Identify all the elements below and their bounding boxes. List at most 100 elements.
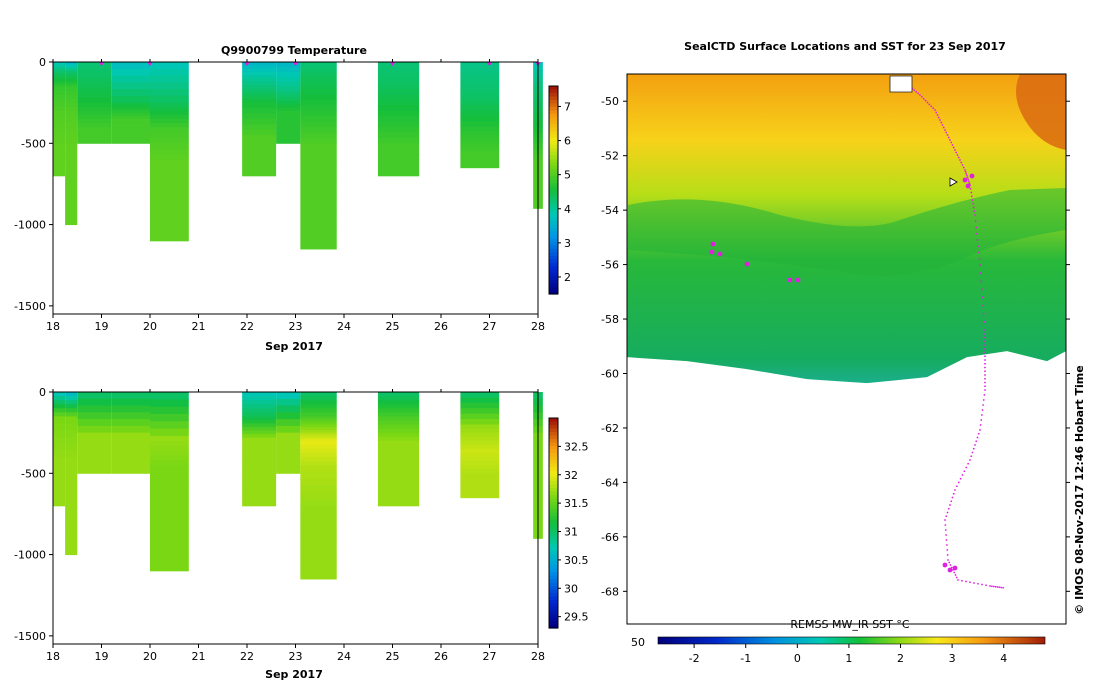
profile-cell xyxy=(150,518,189,537)
sst-colorbar-fill xyxy=(657,636,1046,645)
profile-cell xyxy=(150,213,189,228)
colorbar-tick-label: -1 xyxy=(740,652,751,665)
profile-cell xyxy=(460,83,500,90)
track-point xyxy=(924,99,927,102)
x-tick-label: 21 xyxy=(192,650,206,663)
surface-location xyxy=(969,173,975,179)
colorbar-step xyxy=(549,505,558,510)
profile-cell xyxy=(150,392,189,400)
colorbar-step xyxy=(549,92,558,97)
colorbar-step xyxy=(549,165,558,170)
profile-cell xyxy=(460,151,500,155)
colorbar-step xyxy=(549,255,558,260)
profile-cell xyxy=(77,92,112,98)
profile-cell xyxy=(65,121,78,128)
track-point xyxy=(945,544,948,546)
profile-cell xyxy=(460,164,500,169)
temperature-title: Q9900799 Temperature xyxy=(221,44,367,57)
profile-cell xyxy=(111,425,150,434)
profile-cell xyxy=(53,81,66,85)
track-point xyxy=(944,129,946,131)
profile-cell xyxy=(65,416,78,424)
profile-cell xyxy=(377,143,420,150)
track-point xyxy=(982,404,985,406)
profile-cell xyxy=(377,428,420,434)
track-point xyxy=(982,304,985,307)
profile-cell xyxy=(460,481,500,486)
colorbar-step xyxy=(549,248,558,253)
profile-cell xyxy=(53,62,66,65)
track-point xyxy=(977,245,980,248)
profile-cell xyxy=(242,75,277,79)
profile-cell xyxy=(377,105,420,112)
x-tick-label: 21 xyxy=(192,320,206,333)
profile-cell xyxy=(377,159,420,166)
profile-cell xyxy=(65,505,78,523)
colorbar-step xyxy=(549,252,558,257)
profile-cell xyxy=(300,457,337,462)
colorbar-step xyxy=(549,512,558,517)
y-tick-label: -1500 xyxy=(14,300,46,313)
profile-cell xyxy=(150,118,189,124)
colorbar-step xyxy=(549,432,558,437)
temperature-plot-area xyxy=(53,62,543,250)
colorbar-step xyxy=(549,453,558,458)
profile-cell xyxy=(65,98,78,104)
profile-cell xyxy=(65,81,78,85)
colorbar-step xyxy=(549,131,558,136)
profile-cell xyxy=(276,412,301,420)
profile-cell xyxy=(300,465,337,473)
profile-cell xyxy=(150,450,189,456)
track-point xyxy=(947,136,950,139)
profile-cell xyxy=(65,63,78,66)
profile-cell xyxy=(53,74,66,78)
colorbar-step xyxy=(549,467,558,472)
surface-location xyxy=(744,261,750,267)
profile-cell xyxy=(77,419,112,427)
track-point xyxy=(964,170,967,173)
track-point xyxy=(951,144,954,146)
profile-cell xyxy=(276,419,301,427)
profile-cell xyxy=(53,90,66,96)
profile-cell xyxy=(377,396,420,401)
colorbar-step xyxy=(549,113,558,118)
profile-cell xyxy=(377,451,420,463)
profile-cell xyxy=(53,400,66,405)
profile-cell xyxy=(150,159,189,174)
profile-cell xyxy=(65,443,78,451)
profile-cell xyxy=(377,137,420,144)
profile-cell xyxy=(300,178,337,197)
track-point xyxy=(940,121,943,124)
profile-cell xyxy=(276,86,301,92)
colorbar-step xyxy=(549,582,558,587)
colorbar-step xyxy=(549,425,558,430)
profile-cell xyxy=(300,127,337,133)
profile-cell xyxy=(300,89,337,96)
y-tick-label: 0 xyxy=(39,56,46,69)
surface-location xyxy=(709,249,715,255)
colorbar-tick-label: 2 xyxy=(897,652,904,665)
profile-cell xyxy=(77,398,112,407)
colorbar-step xyxy=(549,186,558,191)
position-arrow xyxy=(949,177,958,187)
profile-cell xyxy=(276,121,301,128)
profile-cell xyxy=(150,137,189,144)
track-point xyxy=(917,92,920,95)
profile-cell xyxy=(65,412,78,417)
track-point xyxy=(951,496,954,499)
profile-cell xyxy=(242,92,277,97)
profile-cell xyxy=(53,132,66,139)
track-point xyxy=(953,571,956,574)
profile-cell xyxy=(65,211,78,226)
profile-cell xyxy=(300,110,337,117)
track-point xyxy=(926,101,929,104)
profile-cell xyxy=(276,459,301,468)
profile-cell xyxy=(53,110,66,117)
track-point xyxy=(998,586,1001,589)
track-point xyxy=(964,169,966,171)
profile-cell xyxy=(300,492,337,500)
profile-cell xyxy=(242,471,277,484)
track-point xyxy=(972,202,975,205)
profile-cell xyxy=(300,160,337,180)
profile-cell xyxy=(77,76,112,83)
